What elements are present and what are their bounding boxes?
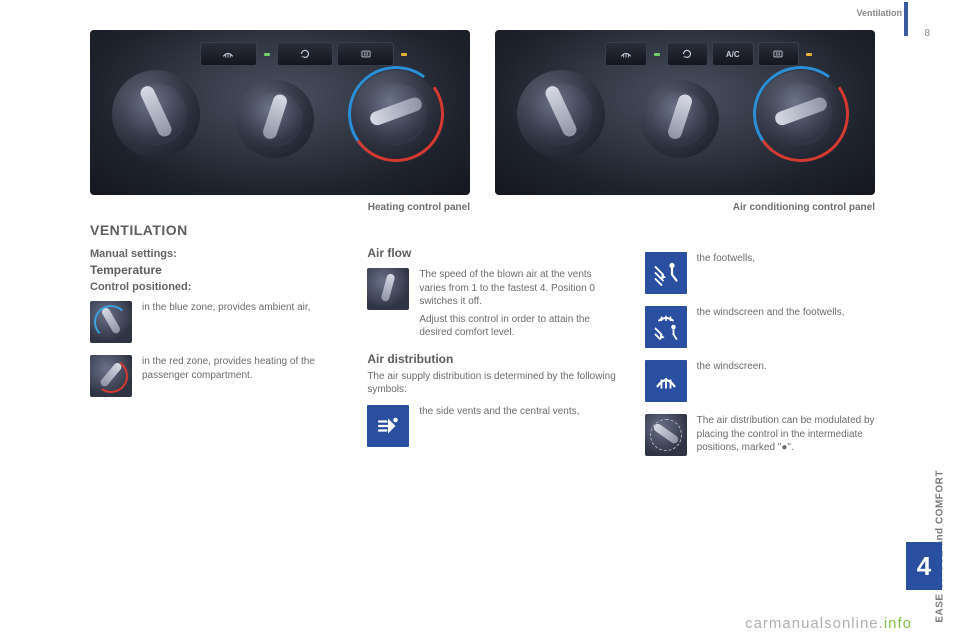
- manual-settings-heading: Manual settings:: [90, 248, 341, 260]
- control-positioned-heading: Control positioned:: [90, 281, 341, 293]
- fan-speed-dial: [236, 80, 314, 158]
- thumb-fan-dial-icon: [367, 268, 409, 310]
- ac-button-row: A/C: [605, 42, 815, 66]
- recirc-icon: [680, 47, 694, 61]
- text-airflow-2: Adjust this control in order to attain t…: [419, 313, 618, 340]
- side-vents-icon: [367, 405, 409, 447]
- figure-heating-panel: [90, 30, 470, 195]
- caption-ac-panel: Air conditioning control panel: [495, 202, 875, 213]
- thumb-dial-red-icon: [90, 355, 132, 397]
- item-side-vents: the side vents and the central vents,: [367, 405, 618, 447]
- text-footwells: the footwells,: [697, 252, 755, 266]
- text-blue-zone: in the blue zone, provides ambient air,: [142, 301, 310, 315]
- ac-button: A/C: [712, 42, 754, 66]
- watermark-text-left: carmanualsonline.: [745, 615, 884, 632]
- recirc-button: [667, 42, 709, 66]
- defrost-rear-icon: [359, 47, 373, 61]
- defrost-front-button: [605, 42, 647, 66]
- thumb-distribution-dial-icon: [645, 414, 687, 456]
- text-distribution-intro: The air supply distribution is determine…: [367, 370, 618, 397]
- air-distribution-dial: [517, 70, 605, 158]
- text-ws-footwells: the windscreen and the footwells,: [697, 306, 845, 320]
- led-amber-icon: [806, 53, 812, 56]
- windscreen-footwells-icon: [645, 306, 687, 348]
- recirc-button: [277, 42, 334, 66]
- air-distribution-heading: Air distribution: [367, 352, 618, 366]
- defrost-front-icon: [221, 47, 235, 61]
- text-windscreen: the windscreen.: [697, 360, 767, 374]
- air-distribution-dial: [112, 70, 200, 158]
- text-airflow-1: The speed of the blown air at the vents …: [419, 268, 618, 309]
- watermark: carmanualsonline.info: [745, 615, 912, 632]
- ac-label: A/C: [726, 50, 740, 59]
- led-green-slot: [651, 42, 663, 66]
- heating-button-row: [200, 42, 410, 66]
- column-3: the footwells, the windscreen and the fo…: [645, 244, 896, 468]
- windscreen-icon: [645, 360, 687, 402]
- defrost-rear-button: [337, 42, 394, 66]
- led-green-icon: [654, 53, 660, 56]
- led-green-slot: [261, 42, 273, 66]
- led-green-icon: [264, 53, 270, 56]
- temperature-dial: [352, 70, 440, 158]
- led-amber-slot: [398, 42, 410, 66]
- item-airflow: The speed of the blown air at the vents …: [367, 268, 618, 340]
- column-1: Manual settings: Temperature Control pos…: [90, 244, 341, 468]
- temperature-heading: Temperature: [90, 263, 341, 277]
- section-title: VENTILATION: [90, 222, 896, 238]
- item-ws-footwells: the windscreen and the footwells,: [645, 306, 896, 348]
- watermark-text-right: info: [884, 615, 912, 632]
- figure-ac-panel: A/C: [495, 30, 875, 195]
- page-root: Ventilation 8: [0, 0, 960, 640]
- header-section-name: Ventilation: [856, 8, 902, 18]
- text-side-vents: the side vents and the central vents,: [419, 405, 579, 419]
- defrost-front-icon: [619, 47, 633, 61]
- temperature-dial: [757, 70, 845, 158]
- fan-speed-dial: [641, 80, 719, 158]
- footwells-icon: [645, 252, 687, 294]
- item-footwells: the footwells,: [645, 252, 896, 294]
- led-amber-icon: [401, 53, 407, 56]
- defrost-front-button: [200, 42, 257, 66]
- recirc-icon: [298, 47, 312, 61]
- item-red-zone: in the red zone, provides heating of the…: [90, 355, 341, 397]
- item-windscreen: the windscreen.: [645, 360, 896, 402]
- item-blue-zone: in the blue zone, provides ambient air,: [90, 301, 341, 343]
- caption-heating-panel: Heating control panel: [90, 202, 470, 213]
- side-label-area: EASE OF USE and COMFORT 4: [908, 0, 946, 640]
- defrost-rear-button: [758, 42, 800, 66]
- airflow-heading: Air flow: [367, 246, 618, 260]
- defrost-rear-icon: [771, 47, 785, 61]
- column-2: Air flow The speed of the blown air at t…: [367, 244, 618, 468]
- item-modulated: The air distribution can be modulated by…: [645, 414, 896, 456]
- led-amber-slot: [803, 42, 815, 66]
- text-modulated: The air distribution can be modulated by…: [697, 414, 896, 455]
- columns: Manual settings: Temperature Control pos…: [90, 244, 896, 468]
- chapter-number-box: 4: [906, 542, 942, 590]
- thumb-dial-blue-icon: [90, 301, 132, 343]
- content-area: VENTILATION Manual settings: Temperature…: [90, 222, 896, 610]
- text-red-zone: in the red zone, provides heating of the…: [142, 355, 341, 382]
